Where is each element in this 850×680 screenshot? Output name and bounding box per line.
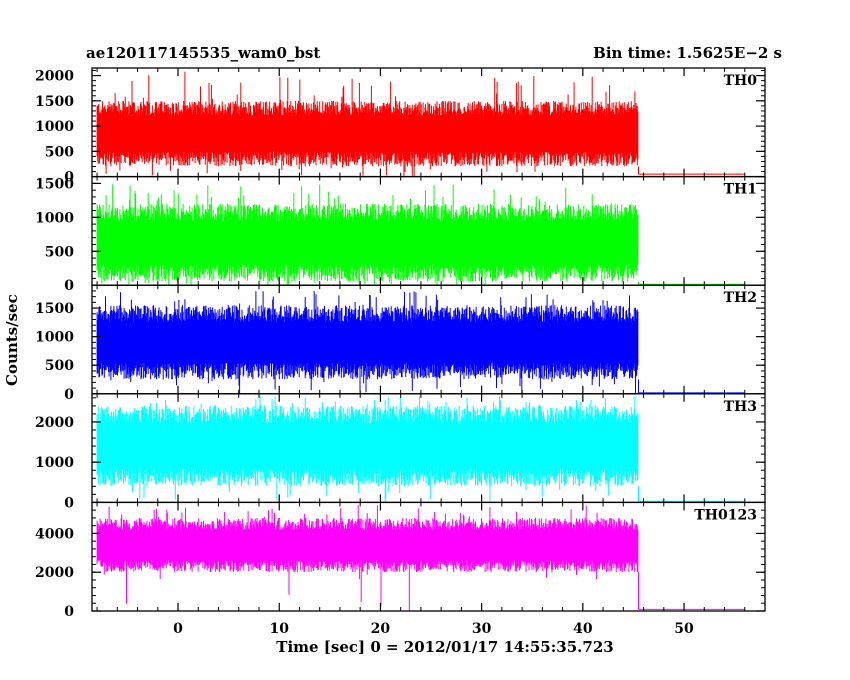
- series-trace-th2: [96, 291, 745, 394]
- x-tick-label: 10: [269, 621, 289, 637]
- panel-label-th2: TH2: [724, 290, 757, 306]
- chart-title: ae120117145535_wam0_bst: [86, 44, 321, 62]
- panel-label-th3: TH3: [724, 399, 757, 415]
- y-tick-label: 2000: [35, 69, 74, 85]
- x-tick-label: 40: [573, 621, 593, 637]
- y-tick-label: 0: [64, 170, 74, 186]
- y-tick-label: 2000: [35, 565, 74, 581]
- y-tick-label: 500: [45, 144, 74, 160]
- panel-label-th1: TH1: [724, 182, 757, 198]
- bin-time-label: Bin time: 1.5625E−2 s: [593, 44, 782, 62]
- y-tick-label: 1500: [35, 176, 74, 192]
- y-tick-label: 500: [45, 244, 74, 260]
- y-tick-label: 0: [64, 387, 74, 403]
- panel-label-th0123: TH0123: [694, 507, 757, 523]
- panel-label-th0: TH0: [724, 73, 758, 89]
- series-trace-th0123: [96, 505, 745, 611]
- y-tick-label: 4000: [35, 526, 74, 542]
- y-axis-label: Counts/sec: [3, 294, 21, 386]
- series-trace-th3: [96, 395, 745, 502]
- y-tick-label: 0: [64, 278, 74, 294]
- x-tick-label: 30: [472, 621, 492, 637]
- y-tick-label: 1500: [35, 301, 74, 317]
- y-tick-label: 2000: [35, 415, 74, 431]
- x-tick-label: 20: [371, 621, 391, 637]
- y-tick-label: 500: [45, 358, 74, 374]
- y-tick-label: 1500: [35, 94, 74, 110]
- y-tick-label: 1000: [35, 119, 74, 135]
- y-tick-label: 1000: [35, 330, 74, 346]
- x-tick-label: 50: [674, 621, 694, 637]
- series-trace-th1: [96, 184, 745, 286]
- y-tick-label: 1000: [35, 210, 74, 226]
- series-trace-th0: [96, 71, 745, 177]
- y-tick-label: 1000: [35, 455, 74, 471]
- y-tick-label: 0: [64, 495, 74, 511]
- x-tick-label: 0: [173, 621, 183, 637]
- x-axis-label: Time [sec] 0 = 2012/01/17 14:55:35.723: [276, 638, 614, 656]
- y-tick-label: 0: [64, 604, 74, 620]
